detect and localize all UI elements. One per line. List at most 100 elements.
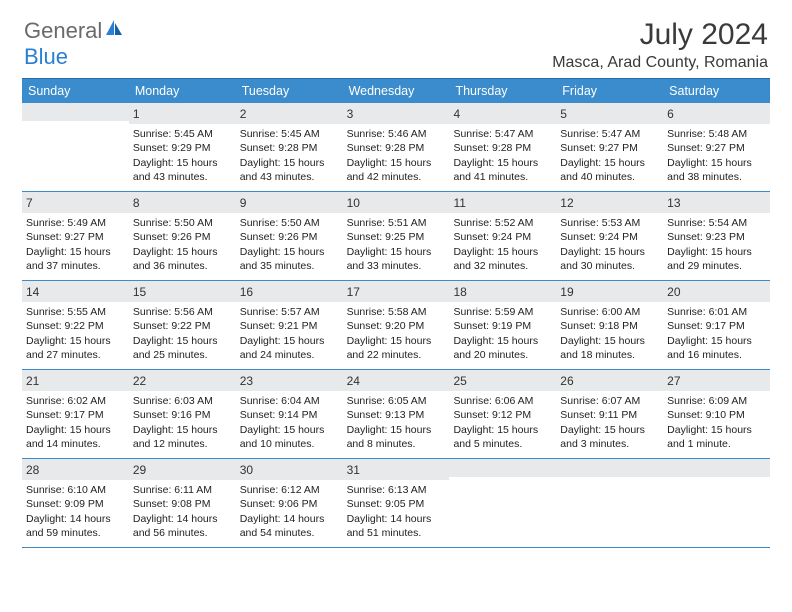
sunrise-line: Sunrise: 5:55 AM — [26, 305, 125, 319]
daylight-line: Daylight: 14 hours and 51 minutes. — [347, 512, 446, 540]
day-number — [556, 459, 663, 477]
daylight-line: Daylight: 15 hours and 16 minutes. — [667, 334, 766, 362]
day-body: Sunrise: 6:02 AMSunset: 9:17 PMDaylight:… — [22, 391, 129, 455]
sunset-line: Sunset: 9:27 PM — [560, 141, 659, 155]
dow-label: Monday — [129, 79, 236, 103]
daylight-line: Daylight: 15 hours and 24 minutes. — [240, 334, 339, 362]
daylight-line: Daylight: 15 hours and 14 minutes. — [26, 423, 125, 451]
day-number: 23 — [236, 370, 343, 391]
day-number: 2 — [236, 103, 343, 124]
day-body: Sunrise: 6:09 AMSunset: 9:10 PMDaylight:… — [663, 391, 770, 455]
daylight-line: Daylight: 15 hours and 32 minutes. — [453, 245, 552, 273]
sunset-line: Sunset: 9:22 PM — [26, 319, 125, 333]
calendar-day: 11Sunrise: 5:52 AMSunset: 9:24 PMDayligh… — [449, 192, 556, 280]
sunset-line: Sunset: 9:11 PM — [560, 408, 659, 422]
daylight-line: Daylight: 15 hours and 12 minutes. — [133, 423, 232, 451]
dow-label: Wednesday — [343, 79, 450, 103]
day-number: 16 — [236, 281, 343, 302]
daylight-line: Daylight: 15 hours and 41 minutes. — [453, 156, 552, 184]
calendar-day-empty — [22, 103, 129, 191]
calendar-day: 3Sunrise: 5:46 AMSunset: 9:28 PMDaylight… — [343, 103, 450, 191]
day-body: Sunrise: 5:45 AMSunset: 9:28 PMDaylight:… — [236, 124, 343, 188]
calendar-day: 30Sunrise: 6:12 AMSunset: 9:06 PMDayligh… — [236, 459, 343, 547]
day-number: 10 — [343, 192, 450, 213]
sunset-line: Sunset: 9:26 PM — [133, 230, 232, 244]
daylight-line: Daylight: 15 hours and 30 minutes. — [560, 245, 659, 273]
sunset-line: Sunset: 9:19 PM — [453, 319, 552, 333]
calendar-day: 2Sunrise: 5:45 AMSunset: 9:28 PMDaylight… — [236, 103, 343, 191]
daylight-line: Daylight: 15 hours and 22 minutes. — [347, 334, 446, 362]
calendar-day: 13Sunrise: 5:54 AMSunset: 9:23 PMDayligh… — [663, 192, 770, 280]
day-number: 11 — [449, 192, 556, 213]
sunset-line: Sunset: 9:23 PM — [667, 230, 766, 244]
day-number: 27 — [663, 370, 770, 391]
calendar-week: 7Sunrise: 5:49 AMSunset: 9:27 PMDaylight… — [22, 192, 770, 281]
calendar-day: 26Sunrise: 6:07 AMSunset: 9:11 PMDayligh… — [556, 370, 663, 458]
day-number: 17 — [343, 281, 450, 302]
day-body: Sunrise: 6:01 AMSunset: 9:17 PMDaylight:… — [663, 302, 770, 366]
title-block: July 2024 Masca, Arad County, Romania — [552, 18, 768, 72]
sunset-line: Sunset: 9:21 PM — [240, 319, 339, 333]
daylight-line: Daylight: 15 hours and 37 minutes. — [26, 245, 125, 273]
daylight-line: Daylight: 15 hours and 10 minutes. — [240, 423, 339, 451]
calendar-day: 15Sunrise: 5:56 AMSunset: 9:22 PMDayligh… — [129, 281, 236, 369]
day-body: Sunrise: 5:56 AMSunset: 9:22 PMDaylight:… — [129, 302, 236, 366]
calendar-day-empty — [449, 459, 556, 547]
daylight-line: Daylight: 14 hours and 54 minutes. — [240, 512, 339, 540]
calendar-day: 27Sunrise: 6:09 AMSunset: 9:10 PMDayligh… — [663, 370, 770, 458]
sunset-line: Sunset: 9:22 PM — [133, 319, 232, 333]
day-number: 8 — [129, 192, 236, 213]
sunset-line: Sunset: 9:10 PM — [667, 408, 766, 422]
calendar-day: 17Sunrise: 5:58 AMSunset: 9:20 PMDayligh… — [343, 281, 450, 369]
day-number: 4 — [449, 103, 556, 124]
page-header: General July 2024 Masca, Arad County, Ro… — [0, 0, 792, 78]
sunrise-line: Sunrise: 6:07 AM — [560, 394, 659, 408]
sunrise-line: Sunrise: 5:50 AM — [133, 216, 232, 230]
day-body: Sunrise: 6:04 AMSunset: 9:14 PMDaylight:… — [236, 391, 343, 455]
day-body: Sunrise: 5:54 AMSunset: 9:23 PMDaylight:… — [663, 213, 770, 277]
month-title: July 2024 — [552, 18, 768, 52]
calendar-day: 14Sunrise: 5:55 AMSunset: 9:22 PMDayligh… — [22, 281, 129, 369]
day-body — [22, 121, 129, 128]
calendar-day-empty — [663, 459, 770, 547]
sunset-line: Sunset: 9:27 PM — [667, 141, 766, 155]
calendar-day: 23Sunrise: 6:04 AMSunset: 9:14 PMDayligh… — [236, 370, 343, 458]
sunrise-line: Sunrise: 5:52 AM — [453, 216, 552, 230]
daylight-line: Daylight: 15 hours and 43 minutes. — [240, 156, 339, 184]
sunset-line: Sunset: 9:18 PM — [560, 319, 659, 333]
sunrise-line: Sunrise: 6:02 AM — [26, 394, 125, 408]
daylight-line: Daylight: 15 hours and 29 minutes. — [667, 245, 766, 273]
daylight-line: Daylight: 15 hours and 38 minutes. — [667, 156, 766, 184]
day-number: 25 — [449, 370, 556, 391]
brand-logo: General — [24, 18, 126, 44]
daylight-line: Daylight: 15 hours and 18 minutes. — [560, 334, 659, 362]
daylight-line: Daylight: 15 hours and 8 minutes. — [347, 423, 446, 451]
day-body: Sunrise: 5:47 AMSunset: 9:27 PMDaylight:… — [556, 124, 663, 188]
sunrise-line: Sunrise: 6:12 AM — [240, 483, 339, 497]
sunrise-line: Sunrise: 5:51 AM — [347, 216, 446, 230]
calendar-day: 5Sunrise: 5:47 AMSunset: 9:27 PMDaylight… — [556, 103, 663, 191]
sunrise-line: Sunrise: 5:56 AM — [133, 305, 232, 319]
sunrise-line: Sunrise: 6:11 AM — [133, 483, 232, 497]
calendar-day: 4Sunrise: 5:47 AMSunset: 9:28 PMDaylight… — [449, 103, 556, 191]
day-number — [22, 103, 129, 121]
daylight-line: Daylight: 15 hours and 40 minutes. — [560, 156, 659, 184]
calendar-weeks: 1Sunrise: 5:45 AMSunset: 9:29 PMDaylight… — [22, 103, 770, 548]
day-number: 1 — [129, 103, 236, 124]
sunset-line: Sunset: 9:17 PM — [26, 408, 125, 422]
sunset-line: Sunset: 9:24 PM — [560, 230, 659, 244]
calendar-day: 25Sunrise: 6:06 AMSunset: 9:12 PMDayligh… — [449, 370, 556, 458]
sunset-line: Sunset: 9:29 PM — [133, 141, 232, 155]
location-label: Masca, Arad County, Romania — [552, 54, 768, 72]
daylight-line: Daylight: 15 hours and 35 minutes. — [240, 245, 339, 273]
day-body: Sunrise: 5:55 AMSunset: 9:22 PMDaylight:… — [22, 302, 129, 366]
sunset-line: Sunset: 9:14 PM — [240, 408, 339, 422]
day-body: Sunrise: 5:58 AMSunset: 9:20 PMDaylight:… — [343, 302, 450, 366]
calendar-day: 18Sunrise: 5:59 AMSunset: 9:19 PMDayligh… — [449, 281, 556, 369]
dow-label: Thursday — [449, 79, 556, 103]
sunset-line: Sunset: 9:16 PM — [133, 408, 232, 422]
sunset-line: Sunset: 9:17 PM — [667, 319, 766, 333]
sunrise-line: Sunrise: 6:13 AM — [347, 483, 446, 497]
sunrise-line: Sunrise: 6:06 AM — [453, 394, 552, 408]
calendar-day: 12Sunrise: 5:53 AMSunset: 9:24 PMDayligh… — [556, 192, 663, 280]
